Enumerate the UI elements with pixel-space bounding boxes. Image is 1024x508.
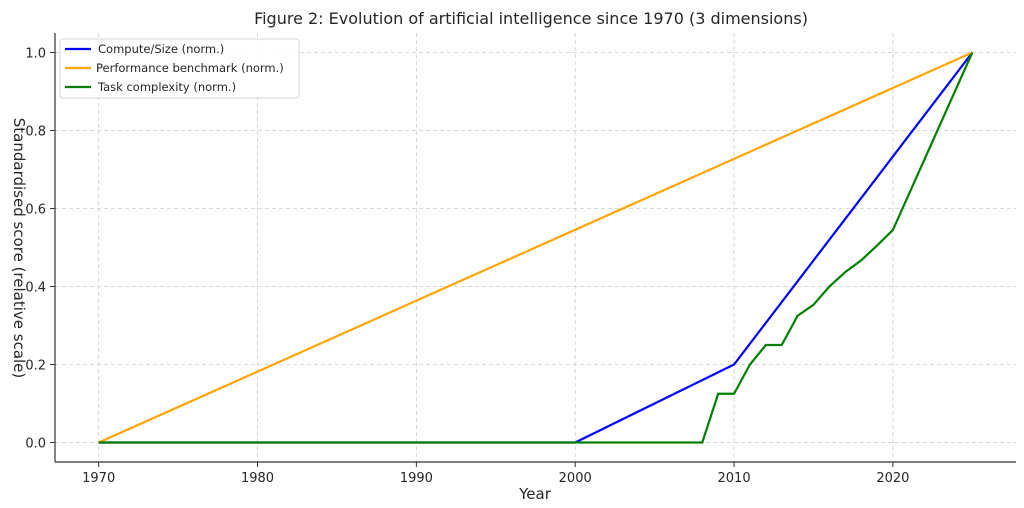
legend-label: Performance benchmark (norm.) xyxy=(96,61,284,75)
y-tick-label: 0.0 xyxy=(25,437,46,452)
x-tick-label: 2020 xyxy=(876,471,909,486)
axes: 1970 1980 1990 2000 2010 2020 0.0 0.2 0.4 0.6 0.8 1… xyxy=(25,33,1016,486)
legend-box xyxy=(59,38,300,99)
series-line xyxy=(98,51,973,444)
x-tick-label: 1990 xyxy=(400,471,433,486)
x-tick-label: 1980 xyxy=(241,471,274,486)
y-tick-label: 1.0 xyxy=(25,47,46,62)
y-axis-label: Standardised score (relative scale) xyxy=(10,118,28,379)
series-line xyxy=(98,52,974,444)
x-tick-label: 1970 xyxy=(82,471,115,486)
y-tick-label: 0.4 xyxy=(25,281,46,296)
y-tick-label: 0.8 xyxy=(25,125,46,140)
chart-title: Figure 2: Evolution of artificial intell… xyxy=(254,9,808,28)
x-axis-label: Year xyxy=(518,485,552,503)
legend: Compute/Size (norm.) Performance benchmar… xyxy=(59,38,300,99)
y-tick-label: 0.2 xyxy=(25,359,46,374)
series-lines xyxy=(98,51,974,444)
legend-label: Task complexity (norm.) xyxy=(97,80,236,94)
y-tick-label: 0.6 xyxy=(25,203,46,218)
x-tick-label: 2010 xyxy=(718,471,751,486)
legend-label: Compute/Size (norm.) xyxy=(98,42,224,56)
grid xyxy=(55,33,1016,462)
x-tick-label: 2000 xyxy=(559,471,592,486)
